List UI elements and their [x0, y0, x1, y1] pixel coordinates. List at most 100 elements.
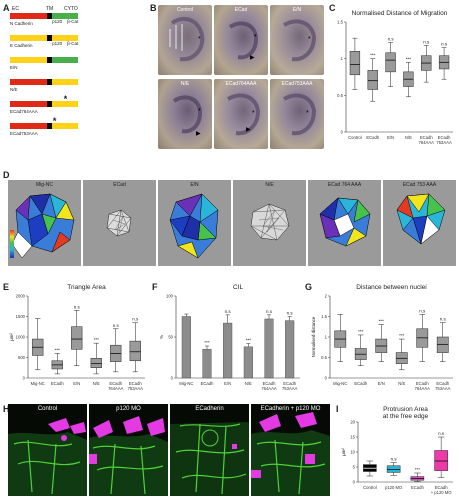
x-tick-label: ECadh: [416, 381, 429, 386]
triangulation-mesh: [106, 209, 132, 237]
confocal-label: Control: [37, 406, 58, 412]
x-tick-label: 764AAA: [261, 386, 277, 391]
y-tick-label: 0: [353, 480, 356, 485]
construct-segment: [52, 13, 78, 19]
x-tick-label: ECadh: [438, 135, 451, 140]
significance-label: ***: [415, 467, 421, 472]
significance-label: n.s: [438, 431, 445, 436]
embryo-label: ECad: [234, 7, 248, 13]
chart-title: Triangle Area: [67, 284, 106, 291]
construct-label: N Cadherin: [10, 21, 33, 26]
box: [90, 358, 102, 368]
y-axis-label: μm²: [341, 448, 346, 456]
construct-segment: [47, 35, 52, 41]
y-tick-label: 1500: [16, 314, 26, 319]
x-tick-label: 753AAA: [282, 386, 298, 391]
header-cyto: CYTO: [64, 6, 78, 12]
triangulation-mesh: [169, 193, 219, 259]
x-tick-label: 753AAA: [128, 386, 144, 391]
svg-text:*: *: [306, 110, 309, 117]
construct-label: ECad764AAA: [10, 109, 38, 114]
panel-b-embryos: Control * ECad * ▶ E/N * N/E * ▶ EC: [158, 5, 324, 155]
triangulation-label: Mig-NC: [36, 182, 53, 188]
triangulation-label: ECad: [113, 182, 126, 188]
confocal-ecadherin: ECadherin: [170, 404, 249, 496]
confocal-cells: [89, 416, 168, 496]
construct-label: E Cadherin: [10, 43, 33, 48]
svg-text:*: *: [252, 110, 255, 117]
x-tick-label: ECadh: [109, 381, 122, 386]
svg-text:*: *: [198, 108, 201, 115]
x-tick-label: ECadh: [420, 135, 433, 140]
mutation-star-icon: *: [52, 116, 57, 126]
construct-segment: [47, 101, 52, 107]
panel-letter-c: C: [329, 3, 336, 13]
x-tick-label: E/N: [387, 135, 394, 140]
significance-label: ***: [94, 337, 100, 342]
x-tick-label: E/N: [224, 381, 231, 386]
y-tick-label: 0: [23, 376, 26, 381]
embryo-ecad753: ECad753AAA *: [270, 79, 324, 149]
y-tick-label: 0.5: [321, 355, 327, 360]
construct-segment: [10, 35, 47, 41]
embryo-shape: *: [169, 17, 205, 62]
confocal-label: ECadherin: [195, 406, 224, 412]
y-tick-label: 0: [325, 376, 328, 381]
x-tick-label: Control: [363, 485, 377, 490]
construct-segment: [52, 35, 78, 41]
svg-text:*: *: [254, 34, 257, 41]
significance-label: ***: [406, 56, 412, 61]
binding-site-label: β-Cat: [67, 41, 79, 46]
embryo-ecad: ECad * ▶: [214, 5, 268, 75]
y-tick-label: 5: [353, 465, 356, 470]
x-tick-label: Mig-NC: [179, 381, 193, 386]
panel-letter-h: H: [3, 404, 10, 414]
embryo-label: N/E: [180, 81, 190, 87]
y-tick-label: 500: [18, 355, 26, 360]
embryo-shape: *: [283, 93, 317, 136]
construct-segment: [52, 123, 78, 129]
confocal-cells: [251, 412, 330, 496]
x-tick-label: ECadh: [411, 485, 424, 490]
construct-row: N/E: [8, 79, 148, 101]
triangulation-mesh: [10, 193, 75, 259]
x-tick-label: E/N: [73, 381, 80, 386]
x-tick-label: N/E: [398, 381, 405, 386]
y-tick-label: 0: [341, 130, 344, 135]
confocal-cells: [8, 418, 87, 496]
embryo-ecad764: ECad764AAA * ▶: [214, 79, 268, 149]
y-axis-label: %: [159, 335, 164, 339]
bar: [181, 316, 191, 379]
embryo-control: Control *: [158, 5, 212, 75]
y-tick-label: 1.5: [321, 314, 327, 319]
x-tick-label: ECadh: [51, 381, 64, 386]
mutation-star-icon: *: [63, 94, 68, 104]
construct-label: E/N: [10, 65, 18, 70]
chart-e-triangle-area: Triangle Area μm² 0 500 1000 1500 2000 Mig-NC EC…: [9, 284, 145, 391]
x-tick-label: N/E: [405, 135, 412, 140]
confocal-label: p120 MO: [116, 406, 141, 412]
construct-row: * ECad753AAA: [8, 116, 148, 145]
embryo-e-n: E/N *: [270, 5, 324, 75]
y-tick-label: 50: [168, 335, 173, 340]
embryo-label: E/N: [292, 7, 302, 13]
confocal-ecadherin-p120-mo: ECadherin + p120 MO: [251, 404, 330, 496]
x-tick-label: ECadh: [435, 485, 448, 490]
chart-title: CIL: [233, 284, 244, 291]
panel-letter-d: D: [3, 170, 10, 180]
significance-label: ***: [370, 53, 376, 58]
x-tick-label: Control: [348, 135, 362, 140]
x-tick-label: + p120 MO: [431, 490, 453, 495]
bar: [223, 322, 233, 379]
y-tick-label: 0.5: [337, 93, 343, 98]
box: [385, 52, 396, 73]
panel-letter-e: E: [3, 282, 10, 292]
panel-h-confocal: Control p120 MO ECadherin ECadherin + p1…: [8, 404, 330, 496]
triangulation-label: N/E: [265, 182, 274, 188]
significance-label: ***: [204, 340, 210, 345]
construct-segment: [52, 101, 78, 107]
construct-segment: [10, 13, 47, 19]
triangulation-label: E/N: [190, 182, 199, 188]
y-tick-label: 1.5: [337, 20, 343, 25]
